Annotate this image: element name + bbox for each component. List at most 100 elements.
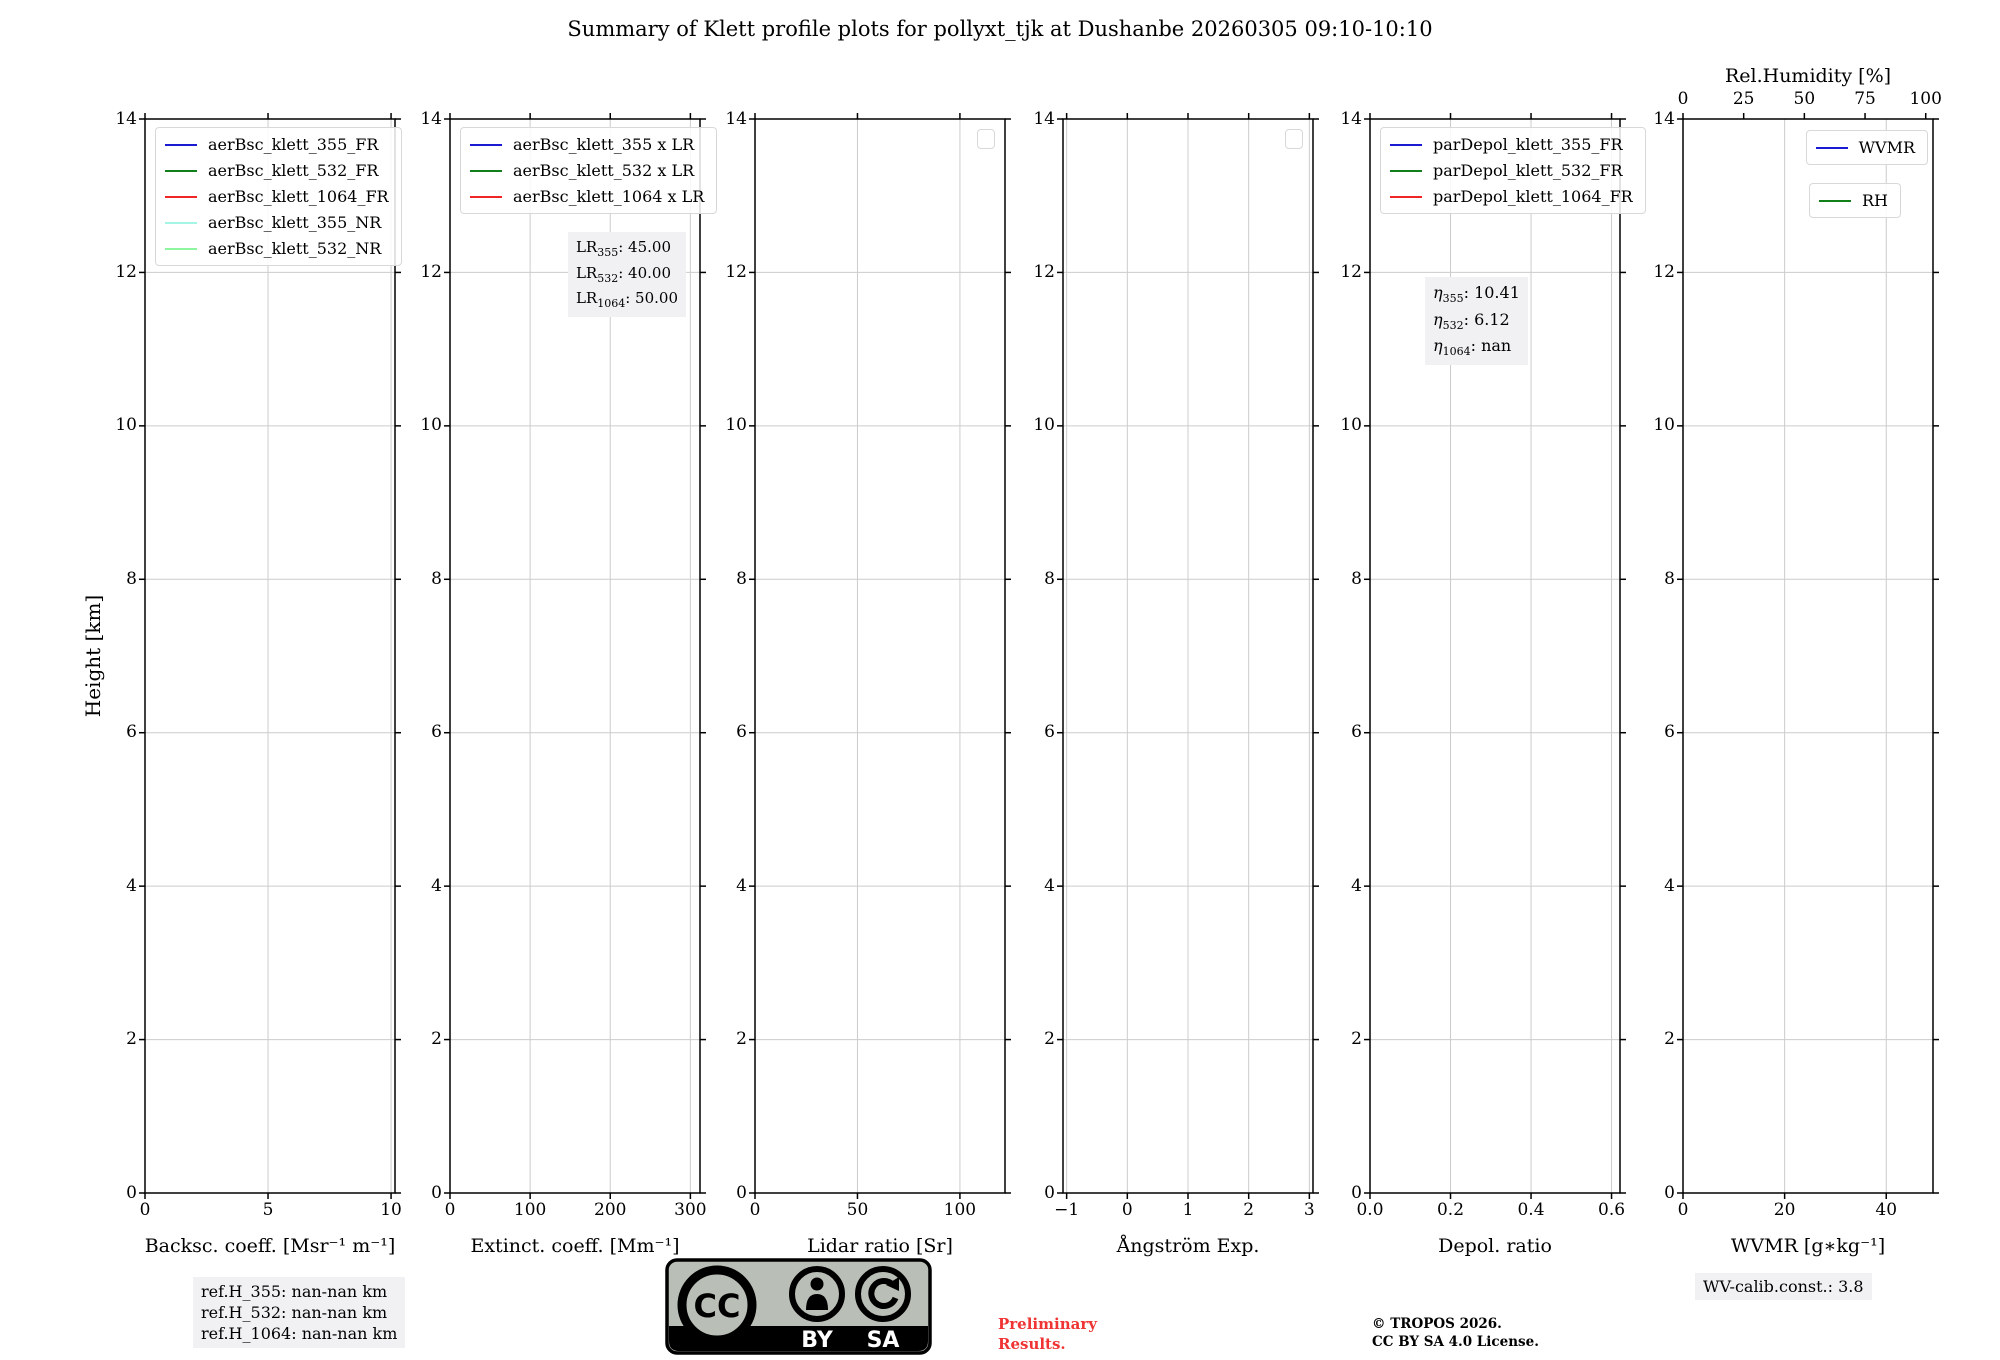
y-tick-label: 14 [1340,108,1362,129]
y-tick-label: 6 [736,722,747,743]
y-tick-label: 8 [1044,568,1055,589]
x-axis-label: Depol. ratio [1438,1235,1552,1257]
legend-label: WVMR [1858,138,1915,157]
y-tick-label: 12 [1340,261,1362,282]
cc-by-sa-badge: CC BY SA [665,1258,932,1355]
y-tick-label: 12 [420,261,442,282]
top-x-tick-label: 25 [1732,89,1755,109]
legend-entry: RH [1819,191,1888,210]
x-tick-label: 200 [594,1200,627,1220]
x-tick-label: 10 [380,1200,402,1220]
annotation-box: LR355: 45.00 LR532: 40.00 LR1064: 50.00 [567,232,686,317]
y-tick-label: 8 [1664,568,1675,589]
ref-height-annotation: ref.H_355: nan-nan km ref.H_532: nan-nan… [193,1277,406,1349]
y-tick-label: 8 [736,568,747,589]
x-axis-label: Extinct. coeff. [Mm⁻¹] [470,1235,680,1257]
x-axis-label: Lidar ratio [Sr] [807,1235,953,1257]
y-tick-label: 14 [420,108,442,129]
legend-label: RH [1862,191,1888,210]
preliminary-note: Preliminary Results. [998,1315,1097,1353]
y-tick-label: 4 [1044,875,1055,896]
legend-line-sample [1819,199,1851,202]
y-tick-label: 10 [1340,415,1362,436]
legend-box [1285,129,1303,149]
legend-label: aerBsc_klett_1064 x LR [513,187,705,206]
legend-box: aerBsc_klett_355_FR aerBsc_klett_532_FR ae… [155,127,402,266]
legend-entry: aerBsc_klett_532_NR [165,239,389,258]
y-tick-label: 8 [1351,568,1362,589]
annotation-line: η1064: nan [1433,336,1512,359]
legend-line-sample [165,169,197,172]
axes [139,113,401,1199]
y-tick-label: 8 [126,568,137,589]
y-tick-label: 0 [431,1182,442,1203]
ref-height-line: ref.H_355: nan-nan km [201,1282,388,1301]
top-x-tick-label: 100 [1909,89,1942,109]
top-x-tick-label: 50 [1793,89,1816,109]
x-axis-label: WVMR [g∗kg⁻¹] [1730,1235,1886,1257]
annotation-box: η355: 10.41 η532: 6.12 η1064: nan [1425,277,1528,366]
y-tick-label: 6 [1044,722,1055,743]
y-tick-label: 6 [1664,722,1675,743]
legend-label: aerBsc_klett_355_FR [208,135,379,154]
ref-height-line: ref.H_532: nan-nan km [201,1303,388,1323]
legend-box: RH [1809,183,1901,218]
legend-entry: parDepol_klett_355_FR [1390,135,1633,154]
y-tick-label: 14 [115,108,137,129]
annotation-line: LR532: 40.00 [575,263,671,285]
legend-entry: aerBsc_klett_532 x LR [470,161,704,180]
cc-icon [677,1265,757,1345]
y-tick-label: 8 [431,568,442,589]
y-tick-label: 4 [431,875,442,896]
y-tick-label: 6 [126,722,137,743]
legend-entry: parDepol_klett_532_FR [1390,161,1633,180]
x-tick-label: 3 [1303,1200,1315,1220]
y-tick-label: 14 [725,108,747,129]
x-tick-label: 2 [1243,1200,1255,1220]
y-tick-label: 0 [736,1182,747,1203]
legend-line-sample [165,143,197,146]
plot-panel-5: 0.0 0.2 0.4 0.6 0 2 4 6 8 10 12 14 Depol. ratio parDe… [1340,110,1646,1257]
y-tick-label: 0 [1351,1182,1362,1203]
axes [1677,113,1939,1199]
y-tick-label: 12 [725,261,747,282]
legend-entry: aerBsc_klett_1064_FR [165,187,389,206]
legend-box [977,129,995,149]
y-tick-label: 10 [420,415,442,436]
legend-label: aerBsc_klett_355 x LR [513,135,695,154]
ref-height-line: ref.H_1064: nan-nan km [201,1324,398,1344]
y-tick-label: 2 [431,1029,442,1050]
y-tick-label: 14 [1653,108,1675,129]
y-tick-label: 6 [1351,722,1362,743]
x-tick-label: 0.0 [1356,1200,1384,1220]
by-label: BY [801,1328,834,1353]
legend-label: aerBsc_klett_1064_FR [208,187,389,206]
y-tick-label: 2 [126,1029,137,1050]
y-tick-label: 14 [1033,108,1055,129]
figure-title: Summary of Klett profile plots for polly… [567,17,1433,41]
legend-line-sample [165,221,197,224]
y-tick-label: 12 [115,261,137,282]
legend-label: parDepol_klett_532_FR [1433,161,1623,180]
legend-entry: aerBsc_klett_355 x LR [470,135,704,154]
axes [1364,113,1626,1199]
y-tick-label: 4 [736,875,747,896]
x-tick-label: 1 [1182,1200,1194,1220]
y-tick-label: 4 [1664,875,1675,896]
y-tick-label: 12 [1653,261,1675,282]
y-tick-label: 10 [1033,415,1055,436]
x-tick-label: 0 [139,1200,151,1220]
legend-label: aerBsc_klett_532_NR [208,239,382,258]
y-tick-label: 2 [1664,1029,1675,1050]
y-tick-label: 0 [1664,1182,1675,1203]
y-tick-label: 0 [126,1182,137,1203]
x-axis-label: Ångström Exp. [1116,1235,1260,1257]
legend-line-sample [470,195,502,198]
by-person-icon [789,1266,845,1322]
y-tick-label: 10 [725,415,747,436]
x-tick-label: 0.2 [1436,1200,1465,1220]
legend-entry: aerBsc_klett_355_FR [165,135,389,154]
legend-entry: WVMR [1815,138,1915,157]
legend-box: WVMR [1805,130,1928,165]
top-x-axis-label: Rel.Humidity [%] [1724,65,1892,87]
